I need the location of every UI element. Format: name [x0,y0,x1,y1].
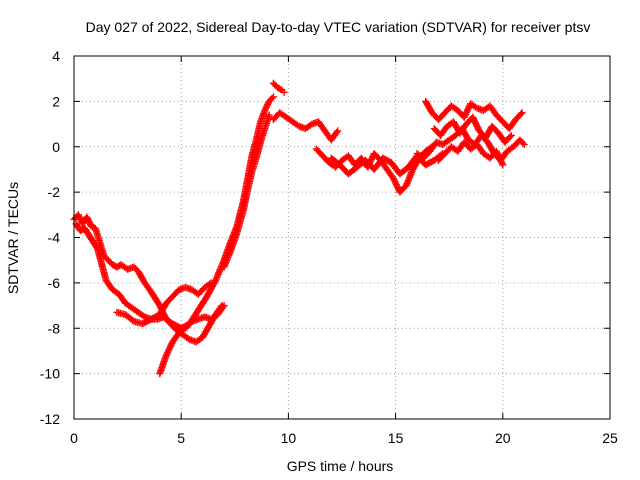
data-point [269,93,277,101]
x-tick-labels: 0 5 10 15 20 25 [70,430,618,446]
x-tick-label: 5 [177,430,185,446]
data-points [70,79,528,378]
chart-title: Day 027 of 2022, Sidereal Day-to-day VTE… [86,19,591,35]
data-point [507,131,515,139]
data-point [220,302,228,310]
y-tick-label: -12 [40,411,60,427]
y-tick-label: -8 [48,320,61,336]
y-tick-label: -10 [40,366,60,382]
data-point [265,111,273,119]
data-point [499,161,507,169]
x-tick-label: 0 [70,430,78,446]
trace-marker [219,303,227,311]
grid-lines [74,56,610,419]
x-tick-label: 25 [602,430,618,446]
y-tick-label: 0 [52,139,60,155]
trace-marker [206,280,214,288]
trace-marker [333,128,341,136]
data-point [207,279,215,287]
y-axis-label: SDTVAR / TECUs [5,182,21,294]
x-tick-label: 10 [281,430,297,446]
y-tick-label: -6 [48,275,61,291]
axis-ticks [73,55,611,420]
x-tick-label: 20 [495,430,511,446]
x-tick-label: 15 [388,430,404,446]
x-axis-label: GPS time / hours [287,458,394,474]
data-point [518,109,526,117]
trace-marker [517,110,525,118]
data-point [280,88,288,96]
y-tick-label: -2 [48,184,61,200]
trace-marker [268,94,276,102]
y-tick-label: 4 [52,48,60,64]
trace-marker [519,139,527,147]
trace-marker [498,159,506,167]
trace-marker [129,316,137,324]
y-tick-labels: 4 2 0 -2 -4 -6 -8 -10 -12 [40,48,60,427]
y-tick-label: 2 [52,93,60,109]
trace-marker [277,85,285,93]
y-tick-label: -4 [48,230,61,246]
trace-marker [506,133,514,141]
data-point [520,140,528,148]
data-point [334,127,342,135]
